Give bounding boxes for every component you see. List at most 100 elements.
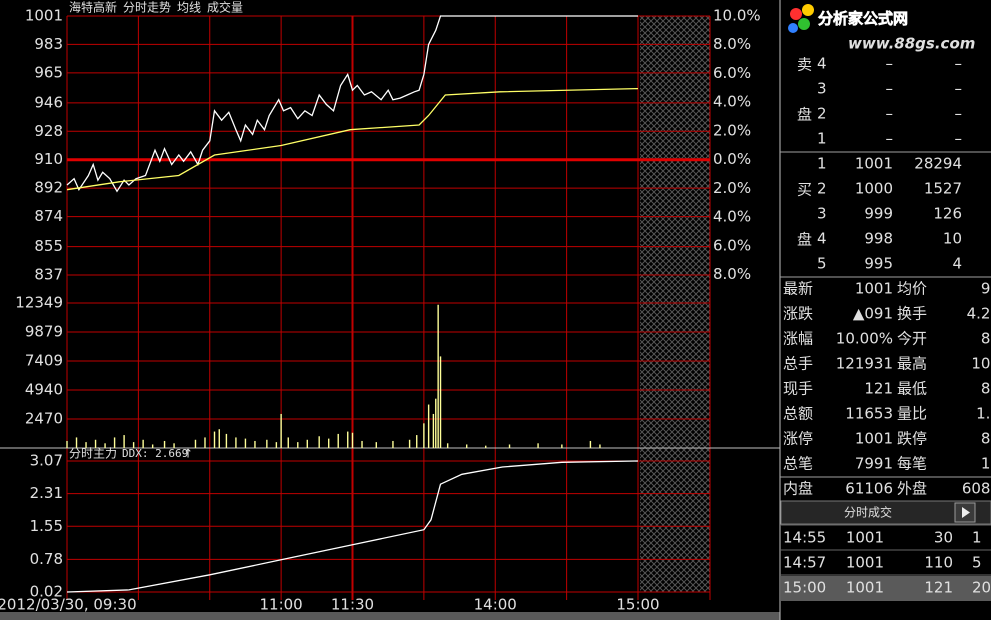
stat-value: 88 bbox=[981, 380, 991, 398]
trade-count: 5 bbox=[972, 554, 982, 572]
volume-bar bbox=[218, 429, 220, 448]
logo-icon bbox=[788, 4, 814, 33]
volume: 1527 bbox=[924, 180, 962, 198]
stat-label: 每笔 bbox=[897, 455, 927, 473]
stat-value: 89 bbox=[981, 330, 991, 348]
volume-bar bbox=[375, 442, 377, 448]
stat-label: 最高 bbox=[897, 355, 927, 373]
stat-value: 7991 bbox=[855, 455, 893, 473]
volume-bar bbox=[194, 439, 197, 448]
volume-bar bbox=[306, 439, 308, 448]
stat-value: 1.0 bbox=[976, 405, 991, 423]
stat-label: 跌停 bbox=[897, 430, 927, 448]
stat-label: 均价 bbox=[897, 280, 927, 298]
volume-bar bbox=[328, 438, 330, 448]
buy-label: 盘 bbox=[797, 231, 812, 249]
y-tick-label: 3.07 bbox=[30, 452, 63, 470]
x-tick-label: 2012/03/30, 09:30 bbox=[0, 596, 137, 614]
volume-bar bbox=[318, 436, 320, 448]
x-tick-label: 11:30 bbox=[331, 596, 374, 614]
trades-next-icon bbox=[962, 507, 970, 518]
stat-label: 外盘 bbox=[897, 480, 927, 498]
level: 2 bbox=[817, 180, 827, 198]
level: 2 bbox=[817, 105, 827, 123]
x-tick-label: 14:00 bbox=[474, 596, 517, 614]
y2-tick-label: 2.0% bbox=[713, 121, 751, 139]
volume-bar bbox=[244, 438, 247, 448]
volume-bar bbox=[254, 440, 256, 448]
trades-title: 分时成交 bbox=[844, 505, 892, 520]
row-highlight bbox=[781, 576, 991, 601]
volume-title: 成交量 bbox=[207, 0, 243, 15]
scrollbar bbox=[0, 612, 780, 620]
volume-bar bbox=[104, 443, 106, 448]
y-tick-label: 910 bbox=[34, 150, 63, 168]
stat-label: 总笔 bbox=[783, 455, 813, 473]
volume: 28294 bbox=[914, 155, 962, 173]
volume-bar bbox=[123, 435, 125, 448]
volume-bar bbox=[423, 423, 425, 448]
stat-value: 10.00% bbox=[836, 330, 893, 348]
volume-bar bbox=[142, 439, 144, 448]
volume-bar bbox=[561, 444, 563, 448]
trade-count: 1 bbox=[972, 529, 982, 547]
volume-bar bbox=[437, 304, 439, 448]
volume: 126 bbox=[933, 205, 962, 223]
volume-bar bbox=[275, 442, 278, 448]
trade-count: 20 bbox=[972, 579, 991, 597]
legend-entry: 分时走势 bbox=[123, 1, 171, 15]
ddx-arrow: ↑ bbox=[183, 447, 193, 461]
price: – bbox=[886, 105, 894, 123]
volume-bar bbox=[537, 443, 539, 448]
series-line bbox=[66, 15, 638, 193]
y-tick-label: 7409 bbox=[25, 352, 63, 370]
y-tick-label: 983 bbox=[34, 35, 63, 53]
volume-bar bbox=[280, 413, 282, 448]
stat-label: 涨停 bbox=[783, 430, 813, 448]
volume-bar bbox=[225, 433, 228, 448]
stat-label: 今开 bbox=[897, 330, 927, 348]
y-tick-label: 2470 bbox=[25, 409, 63, 427]
volume-bar bbox=[235, 437, 237, 448]
level: 1 bbox=[817, 130, 827, 148]
level: 4 bbox=[817, 230, 827, 248]
stat-label: 量比 bbox=[897, 405, 927, 423]
stat-label: 总额 bbox=[783, 405, 813, 423]
x-tick-label: 11:00 bbox=[260, 596, 303, 614]
buy-label: 买 bbox=[797, 181, 812, 199]
y-tick-label: 0.78 bbox=[30, 550, 63, 568]
stat-value: 95 bbox=[981, 280, 991, 298]
volume-bar bbox=[446, 443, 449, 448]
volume: 4 bbox=[952, 255, 962, 273]
y-tick-label: 1.55 bbox=[30, 517, 63, 535]
y2-tick-label: 0.0% bbox=[713, 150, 751, 168]
chart-title: 海特高新 bbox=[69, 0, 117, 15]
stat-value: 87 bbox=[981, 430, 991, 448]
y2-tick-label: 2.0% bbox=[713, 179, 751, 197]
stat-label: 总手 bbox=[783, 355, 813, 373]
price: 995 bbox=[864, 255, 893, 273]
stat-value: 121 bbox=[864, 380, 893, 398]
y-tick-label: 9879 bbox=[25, 323, 63, 341]
stat-label: 最新 bbox=[783, 280, 813, 298]
y-tick-label: 928 bbox=[34, 122, 63, 140]
logo-name: 分析家公式网 bbox=[818, 10, 908, 28]
trade-volume: 121 bbox=[924, 579, 953, 597]
stat-value: 4.29 bbox=[967, 305, 991, 323]
volume-bar bbox=[347, 431, 349, 448]
trade-time: 14:57 bbox=[783, 554, 826, 572]
y2-tick-label: 6.0% bbox=[713, 236, 751, 254]
volume: – bbox=[955, 130, 963, 148]
stat-label: 涨跌 bbox=[783, 305, 813, 323]
y2-tick-label: 4.0% bbox=[713, 93, 751, 111]
level: 4 bbox=[817, 55, 827, 73]
volume-bar bbox=[113, 437, 116, 448]
y-tick-label: 0.02 bbox=[30, 583, 63, 601]
logo-url: www.88gs.com bbox=[848, 35, 975, 53]
stat-label: 最低 bbox=[897, 380, 927, 398]
y-tick-label: 12349 bbox=[15, 294, 63, 312]
volume-bar bbox=[94, 439, 97, 448]
price: 999 bbox=[864, 205, 893, 223]
